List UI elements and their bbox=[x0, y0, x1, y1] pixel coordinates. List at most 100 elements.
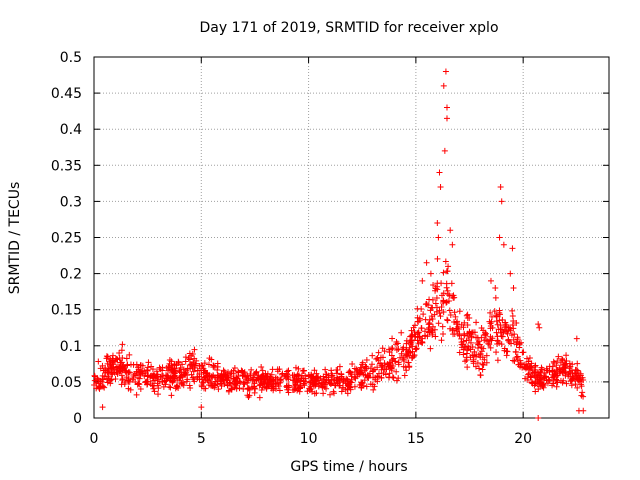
data-point bbox=[228, 373, 235, 380]
data-point bbox=[232, 381, 239, 388]
data-point bbox=[430, 282, 437, 289]
data-point bbox=[414, 337, 421, 344]
data-point bbox=[414, 318, 421, 325]
data-point bbox=[438, 337, 445, 344]
data-point bbox=[512, 349, 519, 356]
data-point bbox=[335, 377, 342, 384]
data-point bbox=[94, 375, 101, 382]
data-point bbox=[480, 345, 487, 352]
data-point bbox=[191, 346, 198, 353]
data-point bbox=[327, 391, 334, 398]
data-point bbox=[406, 363, 413, 370]
data-point bbox=[199, 379, 206, 386]
data-point bbox=[423, 259, 430, 266]
data-point bbox=[226, 379, 233, 386]
data-point bbox=[408, 339, 415, 346]
data-point bbox=[568, 382, 575, 389]
data-point bbox=[358, 381, 365, 388]
data-point bbox=[437, 183, 444, 190]
data-point bbox=[579, 389, 586, 396]
data-point bbox=[434, 220, 441, 227]
data-point bbox=[503, 348, 510, 355]
data-point bbox=[393, 346, 400, 353]
data-point bbox=[502, 321, 509, 328]
data-point bbox=[171, 373, 178, 380]
data-point bbox=[263, 383, 270, 390]
data-point bbox=[342, 380, 349, 387]
data-point bbox=[427, 270, 434, 277]
data-point bbox=[149, 382, 156, 389]
data-point bbox=[528, 360, 535, 367]
data-point bbox=[534, 381, 541, 388]
data-point bbox=[207, 382, 214, 389]
y-tick-label: 0.3 bbox=[60, 194, 82, 210]
data-point bbox=[451, 309, 458, 316]
data-point bbox=[452, 313, 459, 320]
data-point bbox=[284, 386, 291, 393]
data-point bbox=[464, 364, 471, 371]
data-point bbox=[392, 358, 399, 365]
data-point bbox=[325, 374, 332, 381]
data-point bbox=[458, 335, 465, 342]
data-point bbox=[358, 364, 365, 371]
data-point bbox=[570, 374, 577, 381]
data-point bbox=[442, 258, 449, 265]
data-point bbox=[315, 377, 322, 384]
data-point bbox=[446, 292, 453, 299]
data-point bbox=[432, 300, 439, 307]
data-point bbox=[499, 316, 506, 323]
data-point bbox=[461, 330, 468, 337]
data-point bbox=[127, 361, 134, 368]
data-point bbox=[474, 339, 481, 346]
data-point bbox=[253, 368, 260, 375]
data-point bbox=[339, 379, 346, 386]
data-point bbox=[114, 370, 121, 377]
data-point bbox=[558, 368, 565, 375]
data-point bbox=[373, 356, 380, 363]
data-point bbox=[186, 382, 193, 389]
data-point bbox=[506, 339, 513, 346]
data-point bbox=[427, 345, 434, 352]
data-point bbox=[136, 381, 143, 388]
chart-title: Day 171 of 2019, SRMTID for receiver xpl… bbox=[199, 20, 498, 36]
data-point bbox=[527, 374, 534, 381]
data-point bbox=[218, 380, 225, 387]
data-point bbox=[301, 380, 308, 387]
data-point bbox=[370, 386, 377, 393]
data-point bbox=[408, 333, 415, 340]
data-point bbox=[563, 352, 570, 359]
data-point bbox=[410, 353, 417, 360]
data-point bbox=[429, 331, 436, 338]
data-point bbox=[497, 183, 504, 190]
data-point bbox=[107, 377, 114, 384]
data-point bbox=[389, 335, 396, 342]
x-tick-label: 20 bbox=[514, 431, 532, 447]
data-point bbox=[275, 383, 282, 390]
data-point bbox=[560, 365, 567, 372]
data-point bbox=[221, 368, 228, 375]
data-point bbox=[155, 385, 162, 392]
data-point bbox=[285, 376, 292, 383]
data-point bbox=[374, 364, 381, 371]
data-point bbox=[513, 319, 520, 326]
x-tick-label: 5 bbox=[197, 431, 206, 447]
y-tick-label: 0.25 bbox=[51, 231, 82, 247]
data-point bbox=[410, 324, 417, 331]
data-point bbox=[513, 341, 520, 348]
data-point bbox=[553, 373, 560, 380]
y-tick-label: 0.35 bbox=[51, 158, 82, 174]
data-point bbox=[205, 361, 212, 368]
data-point bbox=[269, 376, 276, 383]
data-point bbox=[416, 333, 423, 340]
data-point bbox=[371, 383, 378, 390]
data-point bbox=[175, 358, 182, 365]
data-point bbox=[439, 323, 446, 330]
data-point bbox=[188, 371, 195, 378]
data-point bbox=[153, 368, 160, 375]
data-point bbox=[330, 388, 337, 395]
data-point bbox=[487, 309, 494, 316]
data-point bbox=[112, 355, 119, 362]
data-point bbox=[537, 368, 544, 375]
data-point bbox=[113, 364, 120, 371]
